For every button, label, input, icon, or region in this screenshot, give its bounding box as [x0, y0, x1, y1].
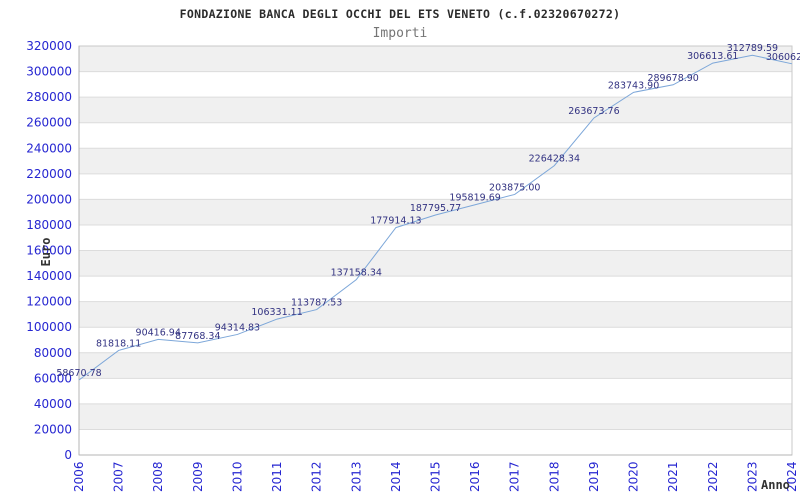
point-label: 106331.11	[251, 307, 302, 318]
x-tick-label: 2018	[547, 461, 561, 492]
background-band	[79, 97, 792, 123]
x-tick-label: 2017	[508, 461, 522, 492]
y-tick-label: 280000	[26, 90, 72, 104]
point-label: 289678.90	[647, 73, 698, 84]
x-axis-title: Anno	[761, 478, 790, 492]
point-label: 87768.34	[175, 331, 220, 342]
point-label: 283743.90	[608, 80, 659, 91]
background-band	[79, 352, 792, 379]
x-tick-label: 2022	[706, 461, 720, 492]
y-tick-label: 120000	[26, 295, 72, 309]
point-label: 306613.61	[687, 51, 738, 62]
point-label: 81818.11	[96, 338, 141, 349]
data-line	[78, 54, 793, 381]
background-band	[79, 148, 792, 174]
x-tick-label: 2014	[389, 461, 403, 492]
y-tick-label: 40000	[34, 397, 72, 411]
x-tick-label: 2016	[468, 461, 482, 492]
background-band	[79, 46, 792, 72]
chart-title: FONDAZIONE BANCA DEGLI OCCHI DEL ETS VEN…	[179, 7, 621, 21]
background-band	[79, 403, 792, 430]
chart-subtitle: Importi	[372, 26, 428, 41]
y-tick-label: 320000	[26, 39, 72, 53]
y-tick-label: 260000	[26, 116, 72, 130]
y-axis-title: Euro	[39, 237, 53, 267]
x-tick-label: 2012	[310, 461, 324, 492]
point-label: 187795.77	[410, 203, 461, 214]
x-tick-label: 2015	[429, 461, 443, 492]
background-band	[79, 199, 792, 225]
x-tick-label: 2019	[587, 461, 601, 492]
point-label: 226428.34	[529, 154, 580, 165]
point-label: 58670.78	[56, 368, 101, 379]
y-tick-label: 300000	[26, 65, 72, 79]
point-label: 137158.34	[331, 268, 382, 279]
y-tick-label: 20000	[34, 422, 72, 436]
y-tick-label: 220000	[26, 167, 72, 181]
y-tick-label: 240000	[26, 141, 72, 155]
x-tick-label: 2021	[666, 461, 680, 492]
y-tick-label: 160000	[26, 244, 72, 258]
x-tick-label: 2006	[72, 461, 86, 492]
point-label: 195819.69	[449, 193, 500, 204]
point-label: 90416.94	[136, 327, 181, 338]
x-tick-label: 2009	[191, 461, 205, 492]
point-label: 177914.13	[370, 216, 421, 227]
y-tick-label: 60000	[34, 371, 72, 385]
y-tick-label: 140000	[26, 269, 72, 283]
x-tick-label: 2007	[112, 461, 126, 492]
x-tick-label: 2010	[230, 461, 244, 492]
y-tick-label: 100000	[26, 320, 72, 334]
y-tick-label: 180000	[26, 218, 72, 232]
x-tick-label: 2020	[627, 461, 641, 492]
point-label: 94314.83	[215, 322, 260, 333]
background-band	[79, 301, 792, 328]
background-band	[79, 250, 792, 277]
x-tick-label: 2011	[270, 461, 284, 492]
point-label: 306062	[766, 52, 800, 63]
point-label: 263673.76	[568, 106, 619, 117]
point-label: 203875.00	[489, 182, 540, 193]
x-tick-label: 2023	[745, 461, 759, 492]
x-tick-label: 2008	[151, 461, 165, 492]
point-label: 113787.53	[291, 298, 342, 309]
x-tick-label: 2013	[349, 461, 363, 492]
y-tick-label: 200000	[26, 192, 72, 206]
x-tick-label: 2024	[785, 461, 799, 492]
y-tick-label: 0	[64, 448, 72, 462]
point-label: 312789.59	[727, 43, 778, 54]
y-tick-label: 80000	[34, 346, 72, 360]
